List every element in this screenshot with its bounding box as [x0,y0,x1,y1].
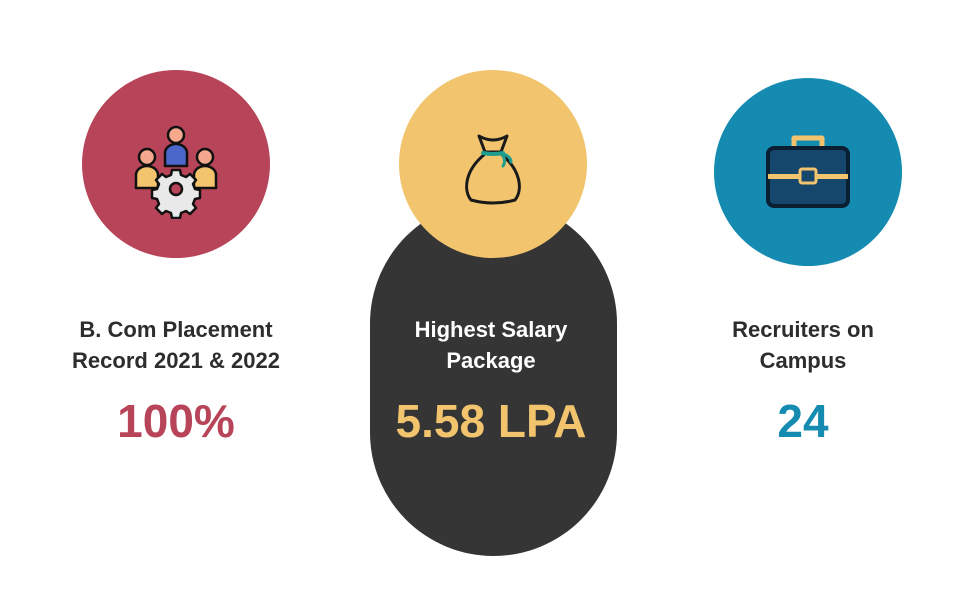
highest-salary-card [370,200,617,556]
recruiters-icon-circle [714,78,902,266]
placement-icon-circle [82,70,270,258]
placement-record-value: 100% [117,395,235,447]
briefcase-icon [766,135,850,208]
highest-salary-label: Highest Salary Package [414,317,568,373]
recruiters-value: 24 [777,395,829,447]
highest-salary-value: 5.58 LPA [395,395,587,447]
money-bag-icon [465,134,521,205]
placement-record-label: B. Com Placement Record 2021 & 2022 [72,317,280,373]
team-gear-icon [134,125,218,219]
salary-icon-circle [399,70,587,258]
recruiters-label: Recruiters on Campus [732,317,874,373]
